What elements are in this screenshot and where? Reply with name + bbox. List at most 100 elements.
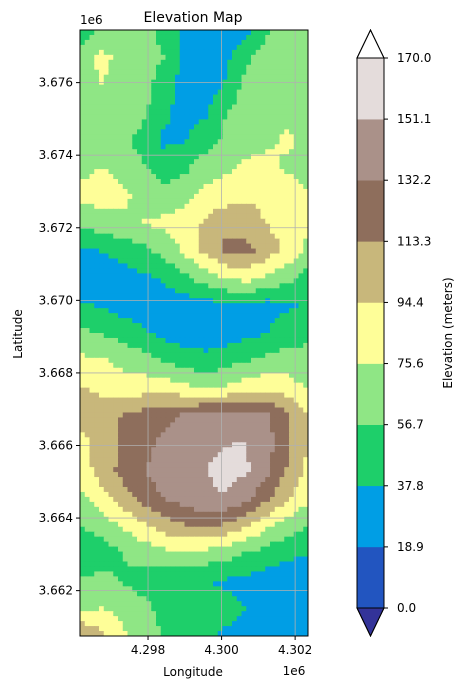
heatmap-cell [251,392,257,399]
heatmap-cell [99,496,105,503]
heatmap-cell [84,541,91,548]
heatmap-cell [303,422,308,428]
heatmap-cell [265,69,271,76]
heatmap-cell [213,511,219,518]
heatmap-cell [194,114,200,121]
heatmap-cell [141,531,148,538]
heatmap-cell [165,134,171,140]
heatmap-cell [108,273,114,279]
heatmap-cell [284,491,290,498]
heatmap-cell [203,342,209,349]
heatmap-cell [298,372,304,379]
heatmap-cell [127,452,133,458]
heatmap-cell [274,144,281,150]
heatmap-cell [127,357,133,364]
heatmap-cell [113,496,119,503]
heatmap-cell [279,293,285,299]
heatmap-cell [118,59,124,66]
heatmap-cell [118,382,124,389]
heatmap-cell [103,417,110,424]
heatmap-cell [118,412,124,419]
heatmap-cell [132,422,138,428]
heatmap-cell [108,516,114,523]
heatmap-cell [184,268,190,274]
heatmap-cell [80,372,86,379]
heatmap-cell [175,407,181,414]
heatmap-cell [194,144,200,150]
heatmap-cell [198,422,205,428]
heatmap-cell [270,397,276,404]
heatmap-cell [189,159,195,165]
heatmap-cell [227,183,233,190]
heatmap-cell [284,293,290,299]
heatmap-cell [198,283,205,289]
heatmap-cell [260,174,266,180]
heatmap-cell [184,422,190,428]
heatmap-cell [203,382,209,389]
heatmap-cell [108,124,114,130]
heatmap-cell [274,193,281,200]
heatmap-cell [170,417,176,424]
heatmap-cell [108,531,114,538]
heatmap-cell [160,328,167,334]
heatmap-cell [122,531,129,538]
heatmap-cell [246,531,252,538]
heatmap-cell [146,511,152,518]
heatmap-cell [184,104,190,111]
heatmap-cell [137,134,143,140]
heatmap-cell [213,333,219,339]
heatmap-cell [293,531,300,538]
heatmap-cell [179,372,186,379]
heatmap-cell [94,516,100,523]
heatmap-cell [84,263,91,270]
heatmap-cell [103,54,110,61]
heatmap-cell [113,69,119,76]
heatmap-cell [80,213,86,220]
heatmap-cell [265,412,271,419]
heatmap-cell [198,447,205,453]
heatmap-cell [236,223,243,230]
heatmap-cell [303,198,308,205]
heatmap-cell [184,183,190,190]
heatmap-cell [189,179,195,185]
heatmap-cell [236,238,243,245]
heatmap-cell [236,293,243,299]
heatmap-cell [89,119,95,125]
heatmap-cell [289,323,295,329]
heatmap-cell [108,382,114,389]
heatmap-cell [189,278,195,284]
heatmap-cell [208,233,214,240]
heatmap-cell [170,367,176,374]
heatmap-cell [198,188,205,195]
heatmap-cell [151,99,157,106]
heatmap-cell [84,134,91,140]
heatmap-cell [284,387,290,394]
heatmap-cell [127,298,133,304]
heatmap-cell [246,99,252,106]
heatmap-cell [236,124,243,130]
heatmap-cell [198,491,205,498]
heatmap-cell [246,357,252,364]
heatmap-cell [265,268,271,274]
heatmap-cell [232,477,238,483]
heatmap-cell [118,447,124,453]
heatmap-cell [156,308,162,314]
heatmap-cell [213,59,219,66]
heatmap-cell [279,516,285,523]
heatmap-cell [222,372,228,379]
heatmap-cell [198,337,205,344]
heatmap-cell [289,139,295,145]
heatmap-cell [194,526,200,533]
heatmap-cell [170,402,176,409]
heatmap-cell [141,288,148,294]
heatmap-cell [236,174,243,180]
heatmap-cell [303,34,308,41]
heatmap-cell [251,218,257,225]
heatmap-cell [132,402,138,409]
heatmap-cell [84,501,91,508]
heatmap-cell [208,119,214,125]
heatmap-cell [227,303,233,309]
heatmap-cell [175,367,181,374]
heatmap-cell [203,273,209,279]
heatmap-cell [284,402,290,409]
